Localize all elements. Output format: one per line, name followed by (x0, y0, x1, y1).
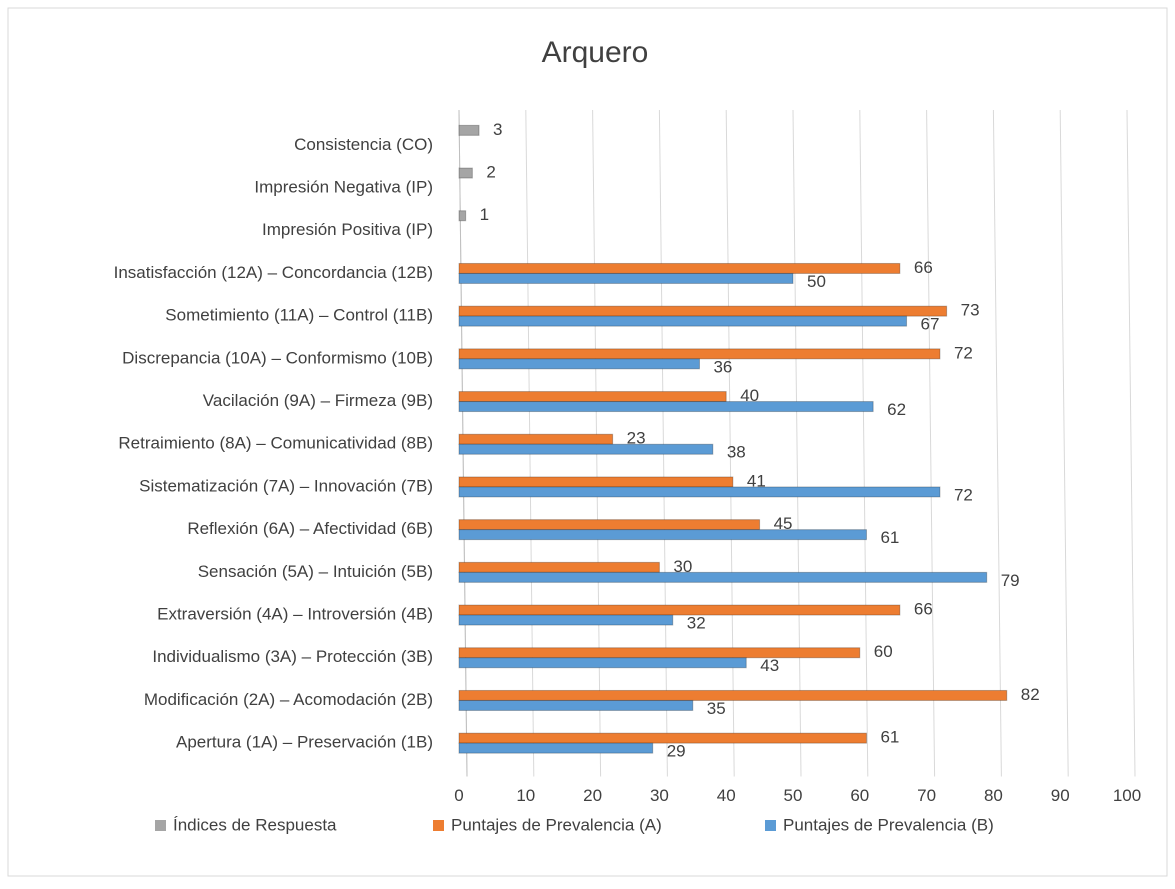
legend-label: Índices de Respuesta (173, 815, 337, 834)
data-label: 1 (480, 205, 489, 224)
x-tick-label: 0 (454, 786, 463, 805)
x-tick-label: 10 (516, 786, 535, 805)
y-tick-label: Sometimiento (11A) – Control (11B) (165, 306, 433, 325)
bar (458, 348, 941, 360)
y-tick-label: Reflexión (6A) – Afectividad (6B) (187, 519, 433, 538)
bar (458, 529, 867, 541)
y-tick-label: Apertura (1A) – Preservación (1B) (176, 733, 433, 752)
bar (458, 689, 1008, 701)
bar (458, 167, 473, 179)
y-tick-label: Impresión Negativa (IP) (254, 178, 433, 197)
y-tick-label: Consistencia (CO) (294, 135, 433, 154)
data-label: 41 (747, 471, 766, 490)
data-label: 43 (760, 656, 779, 675)
y-tick-label: Sensación (5A) – Intuición (5B) (198, 562, 433, 581)
data-label: 40 (740, 386, 759, 405)
legend-swatch (155, 820, 166, 831)
data-label: 32 (687, 614, 706, 633)
data-label: 23 (627, 429, 646, 448)
y-tick-label: Insatisfacción (12A) – Concordancia (12B… (114, 263, 433, 282)
y-tick-label: Individualismo (3A) – Protección (3B) (152, 647, 433, 666)
bar (458, 571, 988, 583)
data-label: 30 (673, 557, 692, 576)
grid-line (792, 109, 802, 777)
bar (458, 657, 747, 669)
bar (458, 614, 674, 626)
data-label: 61 (880, 528, 899, 547)
bar (458, 433, 614, 445)
data-label: 66 (914, 600, 933, 619)
x-tick-label: 40 (717, 786, 736, 805)
bar (458, 305, 948, 317)
chart-title: Arquero (542, 36, 649, 69)
y-tick-label: Vacilación (9A) – Firmeza (9B) (203, 391, 433, 410)
y-tick-label: Retraimiento (8A) – Comunicatividad (8B) (118, 434, 433, 453)
x-tick-label: 100 (1113, 786, 1141, 805)
y-tick-label: Discrepancia (10A) – Conformismo (10B) (122, 348, 433, 367)
data-label: 72 (954, 485, 973, 504)
grid-line (992, 109, 1002, 777)
y-tick-label: Modificación (2A) – Acomodación (2B) (144, 690, 433, 709)
x-tick-label: 50 (784, 786, 803, 805)
data-label: 61 (880, 728, 899, 747)
bar (458, 391, 727, 403)
bar (458, 604, 901, 616)
grid-line (1059, 109, 1069, 777)
bar (458, 519, 761, 531)
x-tick-label: 90 (1051, 786, 1070, 805)
bar (458, 647, 861, 659)
bar (458, 443, 714, 455)
legend-label: Puntajes de Prevalencia (B) (783, 815, 994, 834)
data-label: 62 (887, 400, 906, 419)
y-tick-label: Sistematización (7A) – Innovación (7B) (139, 476, 433, 495)
data-label: 38 (727, 443, 746, 462)
bar (458, 561, 660, 573)
legend-swatch (765, 820, 776, 831)
bar (458, 210, 467, 222)
grid-line (859, 109, 869, 777)
bar (458, 699, 694, 711)
data-label: 67 (921, 315, 940, 334)
x-tick-label: 30 (650, 786, 669, 805)
bar (458, 732, 867, 744)
data-label: 73 (961, 301, 980, 320)
data-label: 36 (713, 357, 732, 376)
bar (458, 272, 794, 284)
bar (458, 262, 901, 274)
grid-line (1126, 109, 1136, 777)
x-tick-label: 20 (583, 786, 602, 805)
data-label: 60 (874, 642, 893, 661)
bar (458, 401, 874, 413)
data-label: 72 (954, 343, 973, 362)
data-label: 45 (774, 514, 793, 533)
grid-line (926, 109, 936, 777)
data-label: 35 (707, 699, 726, 718)
legend-label: Puntajes de Prevalencia (A) (451, 815, 662, 834)
bar (458, 742, 654, 754)
data-label: 66 (914, 258, 933, 277)
y-tick-label: Extraversión (4A) – Introversión (4B) (157, 605, 433, 624)
bar (458, 315, 908, 327)
data-label: 82 (1021, 685, 1040, 704)
x-tick-label: 60 (850, 786, 869, 805)
legend-swatch (433, 820, 444, 831)
data-label: 2 (486, 163, 495, 182)
data-label: 3 (493, 120, 502, 139)
data-label: 50 (807, 272, 826, 291)
x-tick-label: 80 (984, 786, 1003, 805)
bar (458, 124, 480, 136)
bar (458, 476, 734, 488)
x-tick-label: 70 (917, 786, 936, 805)
bar (458, 486, 941, 498)
data-label: 79 (1001, 571, 1020, 590)
bar (458, 358, 700, 370)
data-label: 29 (667, 742, 686, 761)
y-tick-label: Impresión Positiva (IP) (262, 220, 433, 239)
